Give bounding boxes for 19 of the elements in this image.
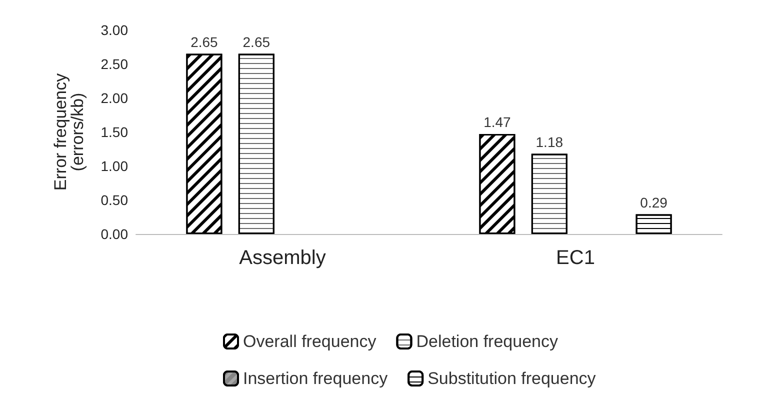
data-label: 2.65 (190, 34, 218, 50)
y-tick-label: 0.00 (100, 226, 128, 242)
data-label: 1.47 (484, 114, 512, 130)
y-tick-label: 1.00 (100, 158, 128, 174)
y-tick-label: 3.00 (100, 22, 128, 38)
y-tick-label: 2.50 (100, 56, 128, 72)
y-tick-label: 0.50 (100, 192, 128, 208)
legend-label: Deletion frequency (416, 332, 558, 351)
data-label: 2.65 (242, 34, 270, 50)
legend-label: Substitution frequency (428, 369, 596, 388)
legend-label: Insertion frequency (243, 369, 388, 388)
x-tick-label: EC1 (556, 247, 595, 269)
y-tick-label: 2.00 (100, 90, 128, 106)
y-tick-label: 1.50 (100, 124, 128, 140)
legend-label: Overall frequency (243, 332, 377, 351)
data-label: 0.29 (640, 194, 668, 210)
x-tick-label: Assembly (239, 247, 326, 269)
data-label: 1.18 (536, 134, 564, 150)
y-axis-title: Error frequency (errors/kb) (51, 72, 87, 191)
